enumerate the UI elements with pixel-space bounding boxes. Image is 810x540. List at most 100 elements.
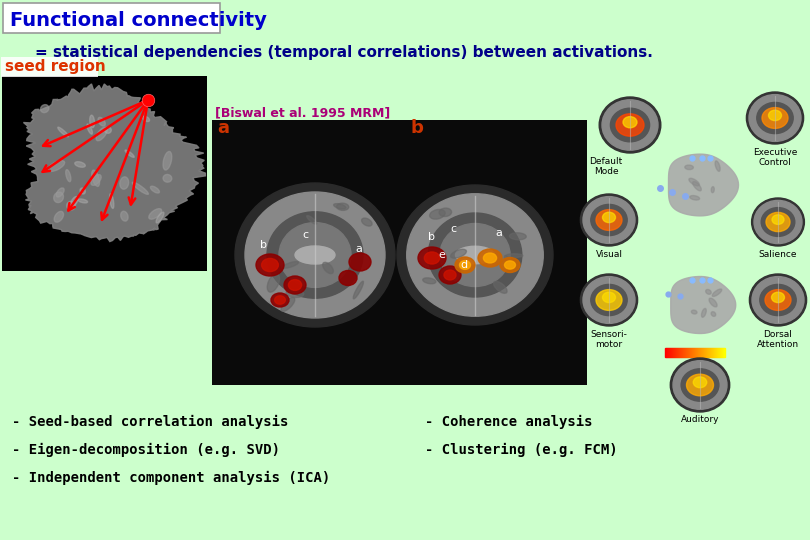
Bar [676, 348, 677, 357]
Bar [707, 348, 708, 357]
Bar [681, 348, 682, 357]
Text: d: d [460, 260, 467, 270]
Bar [693, 348, 694, 357]
Ellipse shape [701, 308, 706, 318]
Text: Sensori-
motor: Sensori- motor [590, 330, 628, 349]
Ellipse shape [428, 213, 522, 297]
Ellipse shape [267, 212, 363, 298]
Ellipse shape [762, 107, 788, 129]
Text: - Seed-based correlation analysis: - Seed-based correlation analysis [12, 415, 288, 429]
Polygon shape [668, 154, 739, 216]
Ellipse shape [752, 276, 804, 323]
Bar [666, 348, 667, 357]
Ellipse shape [440, 224, 510, 287]
Ellipse shape [761, 207, 795, 237]
Text: [Biswal et al. 1995 MRM]: [Biswal et al. 1995 MRM] [215, 106, 390, 119]
Text: c: c [450, 224, 456, 234]
FancyBboxPatch shape [3, 3, 220, 33]
Bar [665, 348, 666, 357]
Ellipse shape [163, 174, 172, 182]
Bar [672, 348, 673, 357]
Text: - Eigen-decomposition (e.g. SVD): - Eigen-decomposition (e.g. SVD) [12, 443, 280, 457]
Ellipse shape [143, 116, 150, 122]
Text: a: a [217, 119, 229, 137]
Text: Executive
Control: Executive Control [752, 148, 797, 167]
Ellipse shape [671, 358, 730, 412]
Ellipse shape [58, 127, 68, 137]
Ellipse shape [424, 252, 440, 264]
Bar [691, 348, 692, 357]
Ellipse shape [439, 266, 461, 284]
Bar [724, 348, 725, 357]
Text: - Coherence analysis: - Coherence analysis [425, 415, 592, 429]
Ellipse shape [349, 253, 371, 271]
Ellipse shape [92, 170, 100, 186]
Text: Functional connectivity: Functional connectivity [10, 10, 266, 30]
Ellipse shape [687, 374, 714, 396]
Ellipse shape [407, 194, 544, 316]
Ellipse shape [611, 108, 650, 142]
Ellipse shape [769, 110, 782, 120]
Bar [713, 348, 714, 357]
Bar [715, 348, 716, 357]
Ellipse shape [337, 203, 349, 211]
Ellipse shape [690, 195, 700, 200]
Text: c: c [302, 230, 308, 240]
Ellipse shape [749, 274, 807, 326]
Bar [671, 348, 672, 357]
Ellipse shape [245, 192, 385, 318]
Bar [703, 348, 704, 357]
Ellipse shape [91, 174, 101, 185]
Ellipse shape [712, 289, 722, 296]
Polygon shape [23, 84, 206, 241]
Ellipse shape [429, 210, 446, 219]
Ellipse shape [120, 177, 129, 189]
Ellipse shape [706, 289, 711, 294]
Ellipse shape [505, 261, 515, 269]
Bar [717, 348, 718, 357]
Ellipse shape [749, 94, 801, 141]
Bar [699, 348, 700, 357]
Ellipse shape [334, 204, 346, 209]
Bar [708, 348, 709, 357]
Ellipse shape [616, 114, 644, 136]
Ellipse shape [271, 293, 289, 307]
Ellipse shape [693, 377, 707, 388]
Text: b: b [410, 119, 423, 137]
Bar [716, 348, 717, 357]
Ellipse shape [455, 246, 494, 264]
Text: b: b [260, 240, 267, 250]
Ellipse shape [478, 249, 502, 267]
Ellipse shape [66, 170, 70, 181]
Bar [689, 348, 690, 357]
Text: - Clustering (e.g. FCM): - Clustering (e.g. FCM) [425, 443, 617, 457]
Ellipse shape [450, 249, 467, 258]
Ellipse shape [673, 361, 727, 409]
Bar [705, 348, 706, 357]
Text: e: e [438, 250, 445, 260]
Ellipse shape [693, 181, 701, 191]
Bar [710, 348, 711, 357]
Ellipse shape [760, 285, 796, 315]
Bar [709, 348, 710, 357]
Ellipse shape [444, 270, 456, 280]
Bar [701, 348, 702, 357]
Bar [686, 348, 687, 357]
Ellipse shape [692, 310, 697, 314]
Text: Visual: Visual [595, 250, 623, 259]
Ellipse shape [281, 298, 295, 312]
Bar [697, 348, 698, 357]
Ellipse shape [125, 150, 134, 157]
Ellipse shape [80, 188, 85, 194]
Bar [722, 348, 723, 357]
Ellipse shape [96, 127, 107, 141]
Ellipse shape [711, 312, 716, 316]
FancyBboxPatch shape [212, 120, 587, 385]
Bar [674, 348, 675, 357]
Bar [687, 348, 688, 357]
Bar [706, 348, 707, 357]
Ellipse shape [484, 253, 497, 263]
Ellipse shape [596, 289, 622, 310]
Bar [678, 348, 679, 357]
Bar [694, 348, 695, 357]
